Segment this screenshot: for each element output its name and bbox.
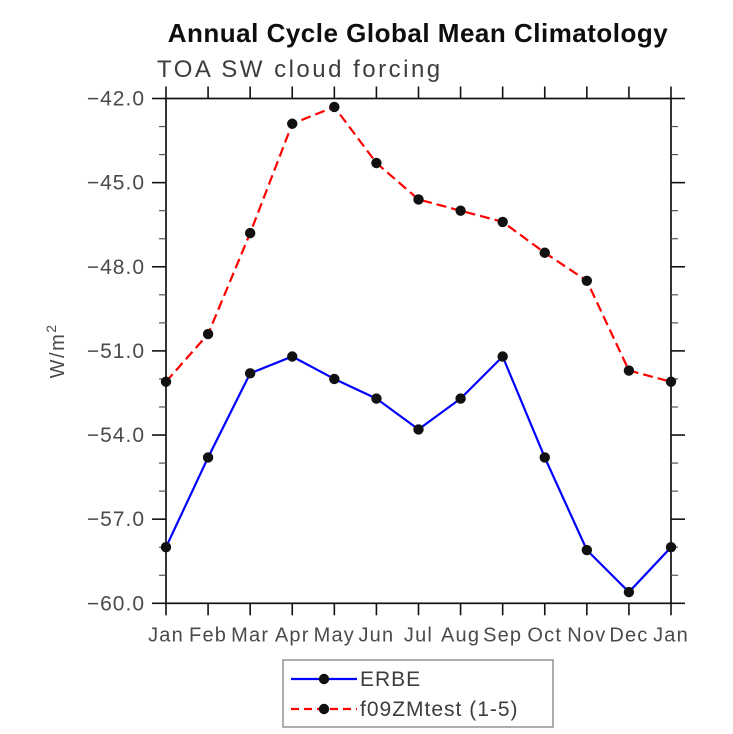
data-point-marker <box>623 365 635 376</box>
x-tick-label: Mar <box>231 624 269 646</box>
data-point-marker <box>160 376 172 387</box>
y-tick-label: −57.0 <box>87 508 145 531</box>
x-tick-label: Jun <box>358 624 394 646</box>
legend: ERBE f09ZMtest (1-5) <box>282 659 554 728</box>
data-point-marker <box>581 275 593 286</box>
y-tick-label: −45.0 <box>87 172 145 195</box>
data-point-marker <box>497 216 508 228</box>
y-tick-label: −51.0 <box>87 340 145 363</box>
x-tick-label: Apr <box>275 624 310 646</box>
y-tick-label: −48.0 <box>87 256 145 279</box>
chart-title: Annual Cycle Global Mean Climatology <box>168 18 669 48</box>
data-point-marker <box>413 194 424 205</box>
data-point-marker <box>329 101 340 113</box>
legend-marker-sample <box>318 673 330 685</box>
x-tick-label: Jan <box>653 624 689 646</box>
x-tick-label: Aug <box>441 624 480 646</box>
data-point-marker <box>455 393 466 404</box>
data-point-marker <box>202 328 214 340</box>
axis-frame <box>165 97 672 605</box>
data-point-marker <box>539 452 550 463</box>
data-point-marker <box>497 351 508 362</box>
data-point-marker <box>202 452 214 463</box>
data-point-marker <box>160 542 172 553</box>
data-point-marker <box>665 542 677 553</box>
x-tick-label: Jan <box>148 624 184 646</box>
data-point-marker <box>455 205 466 216</box>
plot-area: Jan Feb Mar Apr May Jun Jul Aug Sep Oct Nov Dec Jan−… <box>43 86 689 646</box>
legend-box <box>282 659 554 728</box>
data-point-marker <box>287 351 298 362</box>
y-tick-label: −60.0 <box>87 592 145 615</box>
data-point-marker <box>329 373 340 385</box>
y-axis-unit-label: W/m2 <box>43 323 69 378</box>
y-tick-label: −54.0 <box>87 424 145 447</box>
y-tick-label: −42.0 <box>87 88 145 111</box>
data-point-marker <box>539 247 550 258</box>
x-tick-label: May <box>314 624 355 646</box>
series-line-erbe <box>165 354 672 594</box>
data-point-marker <box>413 424 424 435</box>
legend-marker-sample <box>318 703 330 715</box>
data-point-marker <box>244 368 256 379</box>
data-point-marker <box>371 157 382 169</box>
series-line-f09zmtest-1-5- <box>165 105 672 383</box>
chart-subtitle: TOA SW cloud forcing <box>157 56 443 83</box>
data-point-marker <box>623 586 635 598</box>
x-tick-label: Dec <box>609 624 648 646</box>
data-point-marker <box>665 376 677 387</box>
x-tick-label: Oct <box>527 624 562 646</box>
legend-entry-label: f09ZMtest (1-5) <box>360 698 519 721</box>
data-point-marker <box>371 393 382 404</box>
data-point-marker <box>287 118 298 129</box>
x-tick-label: Nov <box>567 624 606 646</box>
x-tick-label: Feb <box>189 624 227 646</box>
x-tick-label: Sep <box>483 624 522 646</box>
data-point-marker <box>581 544 593 556</box>
data-point-marker <box>244 227 256 239</box>
x-tick-label: Jul <box>404 624 433 646</box>
legend-entry-label: ERBE <box>360 668 421 691</box>
